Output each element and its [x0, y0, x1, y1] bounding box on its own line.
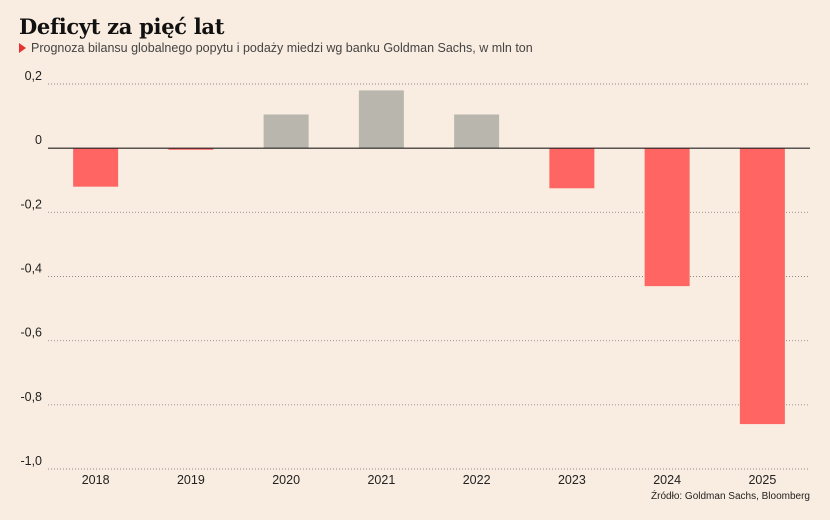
source-note: Źródło: Goldman Sachs, Bloomberg	[651, 491, 810, 502]
bar	[73, 148, 119, 187]
x-tick-label: 2020	[272, 473, 300, 487]
y-tick-label: -1,0	[20, 454, 42, 468]
bar	[739, 148, 785, 425]
x-tick-label: 2018	[82, 473, 110, 487]
triangle-marker-icon	[19, 43, 26, 53]
axis-layer: 0,2 0 -0,2 -0,4 -0,6 -0,8 -1,0 2018 2019 2020 2021…	[20, 69, 810, 487]
bar	[454, 114, 500, 149]
grid-layer	[48, 83, 810, 470]
y-tick-label: -0,4	[20, 262, 42, 276]
y-tick-label: 0,2	[25, 69, 42, 83]
chart-subtitle: Prognoza bilansu globalnego popytu i pod…	[19, 41, 533, 55]
chart-subtitle-text: Prognoza bilansu globalnego popytu i pod…	[31, 41, 533, 55]
bar	[358, 90, 404, 149]
x-tick-label: 2022	[463, 473, 491, 487]
y-tick-label: 0	[35, 133, 42, 147]
bar-layer	[73, 90, 785, 425]
y-tick-label: -0,6	[20, 326, 42, 340]
bar	[644, 148, 690, 287]
y-tick-label: -0,8	[20, 390, 42, 404]
y-tick-label: -0,2	[20, 197, 42, 211]
bar	[168, 148, 214, 150]
x-tick-label: 2023	[558, 473, 586, 487]
x-tick-label: 2021	[367, 473, 395, 487]
x-tick-label: 2024	[653, 473, 681, 487]
x-tick-label: 2019	[177, 473, 205, 487]
bar	[549, 148, 595, 189]
chart-title: Deficyt za pięć lat	[19, 14, 225, 39]
x-tick-label: 2025	[748, 473, 776, 487]
bar	[263, 114, 309, 149]
